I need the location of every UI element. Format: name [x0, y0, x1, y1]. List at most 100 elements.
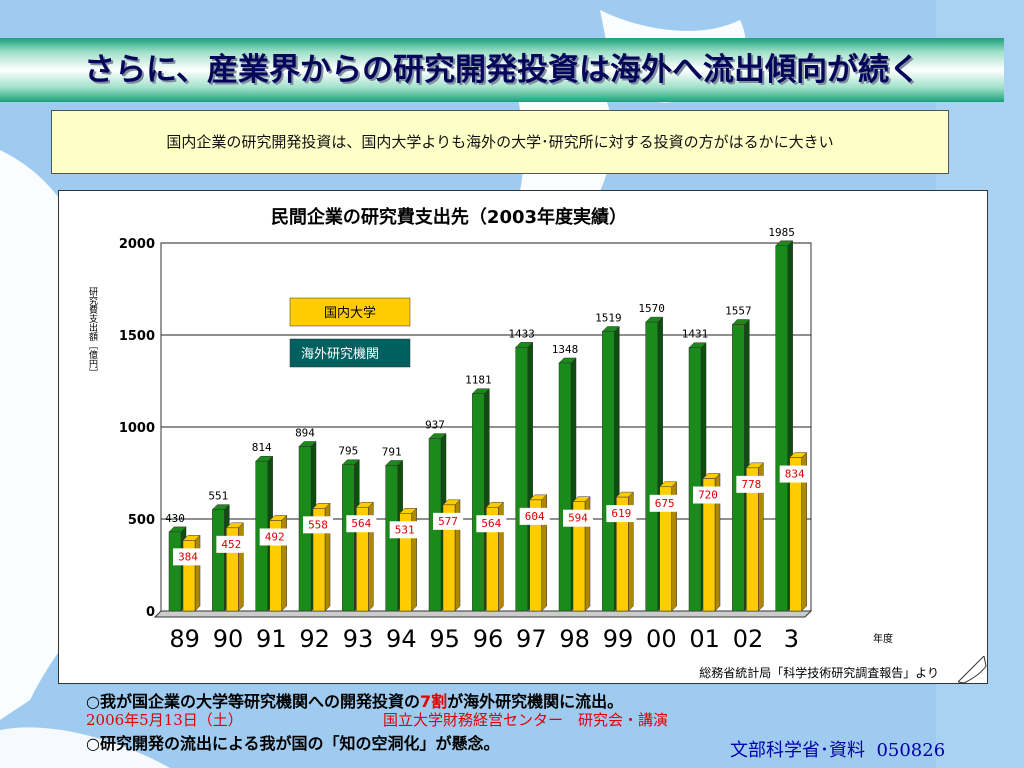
y-tick-label: 1000 — [119, 421, 155, 436]
x-tick-label: 98 — [559, 625, 590, 653]
data-label-domestic: 577 — [438, 515, 458, 528]
x-tick-label: 00 — [646, 625, 677, 653]
data-label-box — [389, 521, 420, 539]
data-label-overseas: 1519 — [595, 312, 622, 325]
data-label-overseas: 1570 — [638, 302, 665, 315]
chart-source: 総務省統計局「科学技術研究調査報告」より — [699, 665, 939, 680]
x-tick-label: 89 — [169, 625, 200, 653]
y-tick-label: 1500 — [119, 329, 155, 344]
bar-overseas — [558, 362, 572, 612]
legend-overseas-box — [289, 338, 411, 368]
plot-floor — [153, 610, 813, 618]
data-label-overseas: 937 — [425, 419, 445, 432]
data-label-overseas: 1433 — [508, 327, 534, 340]
bar-overseas — [602, 331, 615, 612]
bar-domestic — [746, 467, 759, 612]
subtitle-box: 国内企業の研究開発投資は、国内大学よりも海外の大学･研究所に対する投資の方がはる… — [51, 110, 949, 174]
data-label-overseas: 551 — [208, 490, 228, 503]
legend-overseas-label: 海外研究機関 — [301, 347, 379, 362]
bar-domestic-side — [194, 534, 201, 612]
footer-credit: 文部科学省･資料 050826 — [730, 740, 946, 761]
bar-domestic — [486, 506, 499, 612]
data-label-domestic: 564 — [481, 517, 501, 530]
data-label-overseas: 1431 — [682, 328, 709, 341]
data-label-box — [563, 509, 593, 527]
x-tick-label: 95 — [429, 625, 460, 653]
bar-domestic — [789, 457, 802, 612]
data-label-domestic: 558 — [308, 518, 328, 531]
data-label-box — [519, 507, 550, 525]
legend-domestic-label: 国内大学 — [324, 305, 376, 321]
data-label-domestic: 675 — [655, 497, 675, 510]
x-tick-label: 92 — [299, 625, 330, 653]
bar-overseas — [775, 245, 788, 612]
note-line-2: ○研究開発の流出による我が国の「知の空洞化」が懸念。 — [86, 734, 500, 753]
legend-domestic-box — [289, 297, 411, 327]
bar-overseas — [472, 393, 485, 612]
data-label-box — [606, 505, 637, 523]
note-line-1: ○我が国企業の大学等研究機関への開発投資の7割が海外研究機関に流出。 — [86, 692, 624, 711]
data-label-domestic: 604 — [525, 510, 545, 523]
data-label-box — [736, 475, 767, 493]
data-label-box — [259, 528, 290, 546]
bar-overseas — [645, 321, 658, 612]
page-curl-decor — [958, 656, 987, 684]
data-label-overseas: 1985 — [768, 226, 795, 239]
data-label-domestic: 531 — [395, 523, 415, 536]
bar-domestic — [356, 506, 369, 612]
event-venue: 国立大学財務経営センター 研究会・講演 — [383, 711, 669, 729]
data-label-overseas: 814 — [252, 441, 272, 454]
data-label-domestic: 619 — [611, 507, 631, 520]
data-label-domestic: 384 — [178, 550, 198, 563]
bar-chart: 民間企業の研究費支出先（2003年度実績） 0 500 1000 1500 2000 研究費… — [87, 206, 939, 680]
data-label-domestic: 452 — [221, 538, 241, 551]
landmass-bottom — [0, 727, 170, 768]
data-label-domestic: 492 — [265, 530, 285, 543]
data-label-overseas: 1348 — [552, 343, 579, 356]
data-label-box — [779, 465, 810, 483]
bar-domestic — [312, 508, 326, 612]
data-label-domestic: 564 — [351, 517, 371, 530]
data-label-box — [346, 515, 377, 533]
bar-overseas — [515, 347, 528, 612]
bar-overseas — [168, 531, 182, 612]
data-label-overseas: 795 — [338, 445, 358, 458]
data-label-domestic: 720 — [698, 489, 718, 502]
x-tick-label: 99 — [603, 625, 634, 653]
y-tick-label: 2000 — [119, 237, 155, 252]
data-label-overseas: 430 — [165, 512, 185, 525]
data-label-overseas: 791 — [382, 445, 402, 458]
data-label-box — [173, 548, 203, 566]
data-label-box — [216, 535, 247, 553]
page-title: さらに、産業界からの研究開発投資は海外へ流出傾向が続く — [83, 52, 921, 88]
bar-overseas — [732, 324, 745, 612]
bar-domestic — [702, 478, 716, 612]
chart-panel: 民間企業の研究費支出先（2003年度実績） 0 500 1000 1500 2000 研究費… — [58, 190, 988, 684]
data-label-box — [649, 494, 680, 512]
x-tick-label: 91 — [256, 625, 287, 653]
bar-domestic — [529, 499, 542, 612]
data-label-overseas: 1557 — [725, 305, 752, 318]
x-tick-label: 3 — [784, 625, 799, 653]
bar-domestic — [659, 486, 672, 612]
data-label-domestic: 594 — [568, 512, 588, 525]
y-tick-label: 0 — [146, 605, 155, 620]
y-axis-label: 研究費支出額［億円］ — [87, 287, 98, 377]
data-label-box — [303, 516, 333, 534]
data-label-box — [433, 512, 463, 530]
x-tick-label: 02 — [733, 625, 764, 653]
x-axis-label: 年度 — [873, 632, 893, 645]
x-tick-label: 96 — [473, 625, 504, 653]
bar-overseas — [212, 509, 225, 612]
bar-overseas — [342, 464, 355, 612]
bar-domestic — [442, 504, 456, 612]
bar-overseas — [688, 347, 702, 612]
subtitle-text: 国内企業の研究開発投資は、国内大学よりも海外の大学･研究所に対する投資の方がはる… — [166, 133, 834, 151]
x-tick-label: 90 — [213, 625, 244, 653]
y-tick-label: 500 — [128, 513, 155, 528]
title-bar: さらに、産業界からの研究開発投資は海外へ流出傾向が続く — [0, 38, 1004, 102]
event-date: 2006年5月13日（土） — [86, 711, 243, 729]
data-label-box — [693, 486, 723, 504]
data-label-box — [476, 515, 507, 533]
data-label-overseas: 1181 — [465, 374, 492, 387]
